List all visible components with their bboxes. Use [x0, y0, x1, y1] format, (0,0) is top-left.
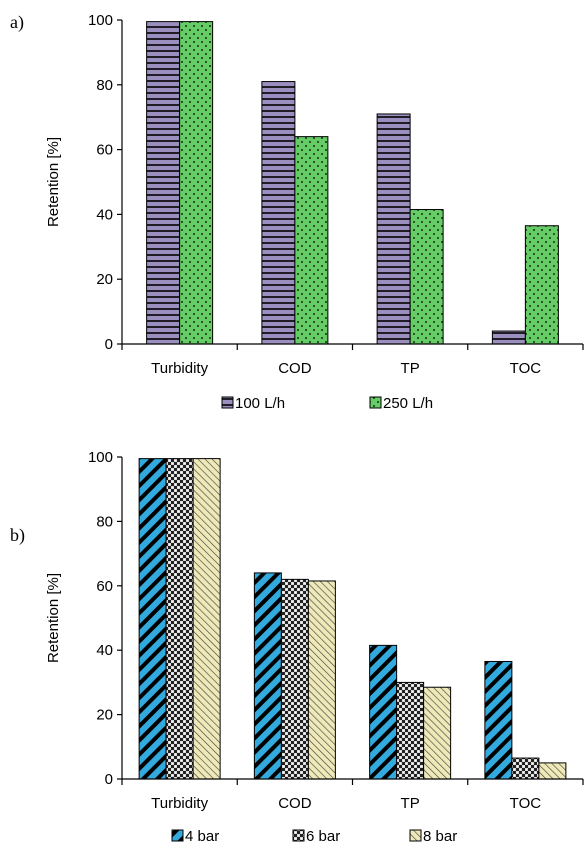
legend-swatch — [292, 829, 305, 842]
y-tick-label: 20 — [96, 271, 113, 288]
y-axis-label: Retention [%] — [45, 573, 62, 663]
bar-a-1-3 — [524, 225, 559, 345]
chart-panel-b: b) Retention [%] 0 20 40 60 80 100 Turbidity COD T… — [10, 449, 584, 845]
y-axis-label: Retention [%] — [45, 137, 62, 227]
category-label: COD — [278, 360, 312, 377]
legend-swatch — [369, 396, 382, 409]
category-label: TP — [401, 360, 420, 377]
category-label: TOC — [510, 795, 542, 812]
chart-panel-a: a) Retention [%] 0 20 40 60 80 100 Turbidity COD T… — [10, 12, 584, 412]
y-tick-label: 40 — [96, 642, 113, 659]
y-tick-label: 60 — [96, 578, 113, 595]
bar-a-0-1 — [261, 81, 296, 345]
category-label: TOC — [510, 360, 542, 377]
legend-label: 8 bar — [423, 828, 457, 845]
y-tick-label: 20 — [96, 707, 113, 724]
legend-label: 100 L/h — [235, 395, 285, 412]
bar-a-1-0 — [179, 21, 214, 345]
bar-b-1-0 — [165, 458, 194, 780]
category-label: COD — [278, 795, 312, 812]
panel-label: a) — [10, 12, 24, 33]
y-tick-label: 80 — [96, 513, 113, 530]
legend-label: 250 L/h — [383, 395, 433, 412]
category-label: Turbidity — [151, 360, 208, 377]
y-tick-label: 0 — [105, 336, 113, 353]
bar-b-1-3 — [511, 757, 540, 780]
bar-b-2-0 — [192, 458, 221, 780]
category-label: TP — [401, 795, 420, 812]
y-tick-label: 0 — [105, 771, 113, 788]
bar-b-1-1 — [280, 578, 309, 780]
bar-a-1-2 — [409, 209, 444, 345]
y-tick-label: 100 — [88, 12, 113, 29]
bar-a-0-2 — [376, 113, 411, 345]
bar-a-0-0 — [146, 21, 181, 345]
category-label: Turbidity — [151, 795, 208, 812]
bar-b-0-0 — [138, 458, 167, 780]
legend-swatch — [409, 829, 422, 842]
bar-a-0-3 — [491, 330, 526, 345]
legend-swatch — [171, 829, 184, 842]
bar-b-2-2 — [423, 686, 452, 780]
y-tick-label: 40 — [96, 206, 113, 223]
bar-b-1-2 — [396, 681, 425, 780]
bar-b-2-1 — [307, 580, 336, 780]
y-tick-label: 80 — [96, 77, 113, 94]
legend-swatch — [221, 396, 234, 409]
legend-label: 6 bar — [306, 828, 340, 845]
panel-label: b) — [10, 525, 25, 546]
bar-b-0-1 — [253, 572, 282, 780]
bar-b-2-3 — [538, 762, 567, 780]
y-tick-label: 60 — [96, 142, 113, 159]
bar-b-0-2 — [369, 644, 398, 780]
legend-label: 4 bar — [185, 828, 219, 845]
y-tick-label: 100 — [88, 449, 113, 466]
bar-a-1-1 — [294, 136, 329, 345]
bar-b-0-3 — [484, 660, 513, 780]
